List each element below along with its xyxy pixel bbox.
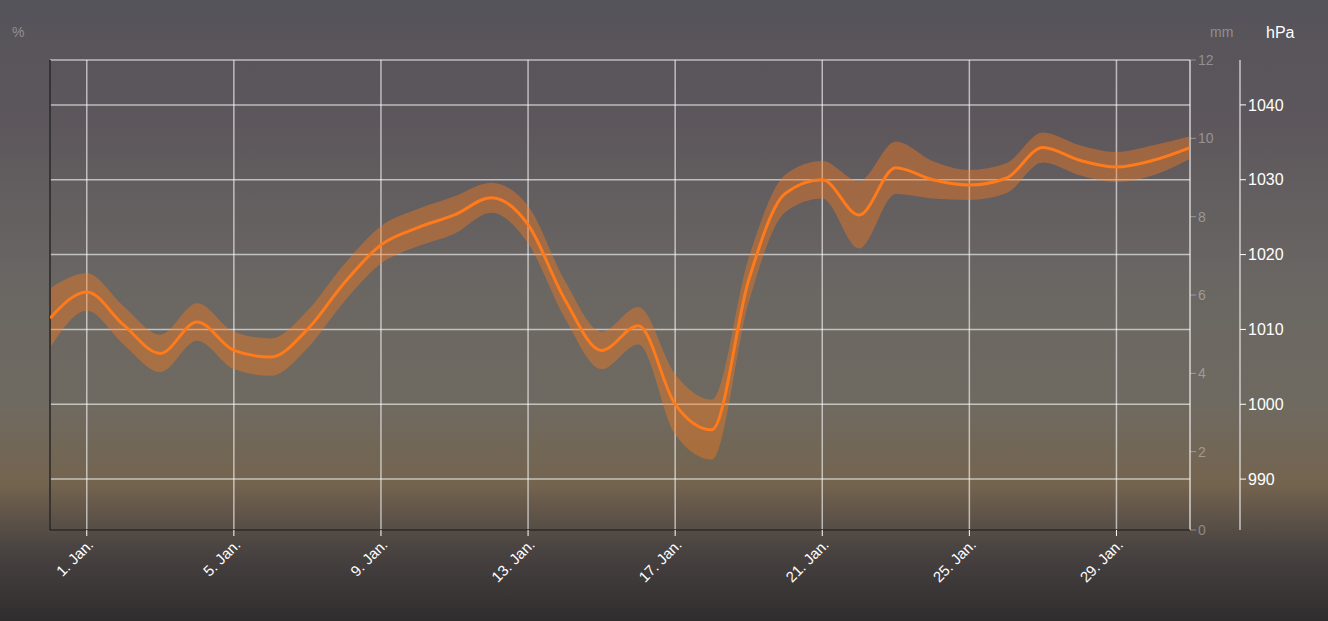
- svg-text:12: 12: [1198, 52, 1214, 68]
- svg-text:10: 10: [1198, 130, 1214, 146]
- html-text:mm: mm: [1210, 24, 1234, 40]
- svg-text:1020: 1020: [1248, 246, 1284, 263]
- html-text:hPa: hPa: [1266, 24, 1295, 41]
- svg-text:25. Jan.: 25. Jan.: [929, 536, 979, 586]
- svg-text:13. Jan.: 13. Jan.: [488, 536, 538, 586]
- svg-text:0: 0: [1198, 522, 1206, 538]
- svg-text:1040: 1040: [1248, 97, 1284, 114]
- svg-text:2: 2: [1198, 444, 1206, 460]
- svg-text:1. Jan.: 1. Jan.: [53, 536, 97, 580]
- svg-text:21. Jan.: 21. Jan.: [782, 536, 832, 586]
- svg-text:9. Jan.: 9. Jan.: [347, 536, 391, 580]
- svg-text:990: 990: [1248, 471, 1275, 488]
- svg-text:6: 6: [1198, 287, 1206, 303]
- svg-text:29. Jan.: 29. Jan.: [1076, 536, 1126, 586]
- svg-text:8: 8: [1198, 209, 1206, 225]
- svg-text:1010: 1010: [1248, 321, 1284, 338]
- svg-text:1030: 1030: [1248, 171, 1284, 188]
- svg-text:17. Jan.: 17. Jan.: [635, 536, 685, 586]
- svg-text:5. Jan.: 5. Jan.: [200, 536, 244, 580]
- svg-text:4: 4: [1198, 365, 1206, 381]
- svg-text:1000: 1000: [1248, 396, 1284, 413]
